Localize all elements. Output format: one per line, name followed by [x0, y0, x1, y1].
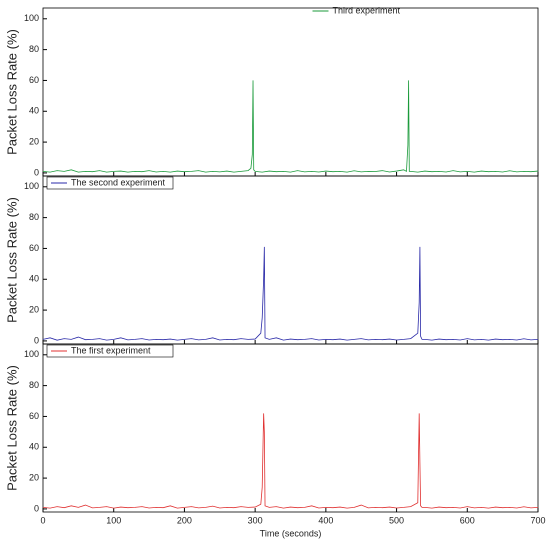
x-tick-label: 400: [318, 515, 333, 525]
legend-label: The first experiment: [71, 345, 151, 355]
y-tick-label: 100: [24, 13, 39, 23]
data-line: [42, 80, 539, 173]
x-tick-label: 0: [40, 515, 45, 525]
y-tick-label: 0: [34, 335, 39, 345]
y-tick-label: 20: [29, 304, 39, 314]
x-tick-label: 300: [248, 515, 263, 525]
y-axis-label: Packet Loss Rate (%): [4, 197, 19, 323]
x-tick-label: 500: [389, 515, 404, 525]
legend-box: [46, 344, 174, 358]
y-tick-label: 60: [29, 75, 39, 85]
plot-frame: [42, 7, 539, 177]
y-tick-label: 0: [34, 503, 39, 513]
data-line: [42, 413, 539, 509]
plot-frame: [42, 175, 539, 345]
y-tick-label: 40: [29, 106, 39, 116]
x-tick-label: 100: [106, 515, 121, 525]
y-tick-label: 0: [34, 167, 39, 177]
y-tick-label: 80: [29, 380, 39, 390]
y-tick-label: 20: [29, 472, 39, 482]
legend-box: [46, 176, 174, 190]
y-tick-label: 80: [29, 212, 39, 222]
data-line: [42, 246, 539, 341]
plot-frame: [42, 343, 539, 513]
y-tick-label: 60: [29, 243, 39, 253]
y-tick-label: 80: [29, 44, 39, 54]
x-axis-label: Time (seconds): [260, 528, 322, 538]
y-tick-label: 40: [29, 442, 39, 452]
y-axis-label: Packet Loss Rate (%): [4, 365, 19, 491]
y-tick-label: 20: [29, 136, 39, 146]
y-tick-label: 100: [24, 349, 39, 359]
legend-label: Third experiment: [333, 5, 401, 15]
x-tick-label: 600: [460, 515, 475, 525]
y-tick-label: 100: [24, 181, 39, 191]
x-tick-label: 200: [177, 515, 192, 525]
y-tick-label: 40: [29, 274, 39, 284]
legend-label: The second experiment: [71, 177, 166, 187]
y-tick-label: 60: [29, 411, 39, 421]
x-tick-label: 700: [530, 515, 545, 525]
y-axis-label: Packet Loss Rate (%): [4, 29, 19, 155]
